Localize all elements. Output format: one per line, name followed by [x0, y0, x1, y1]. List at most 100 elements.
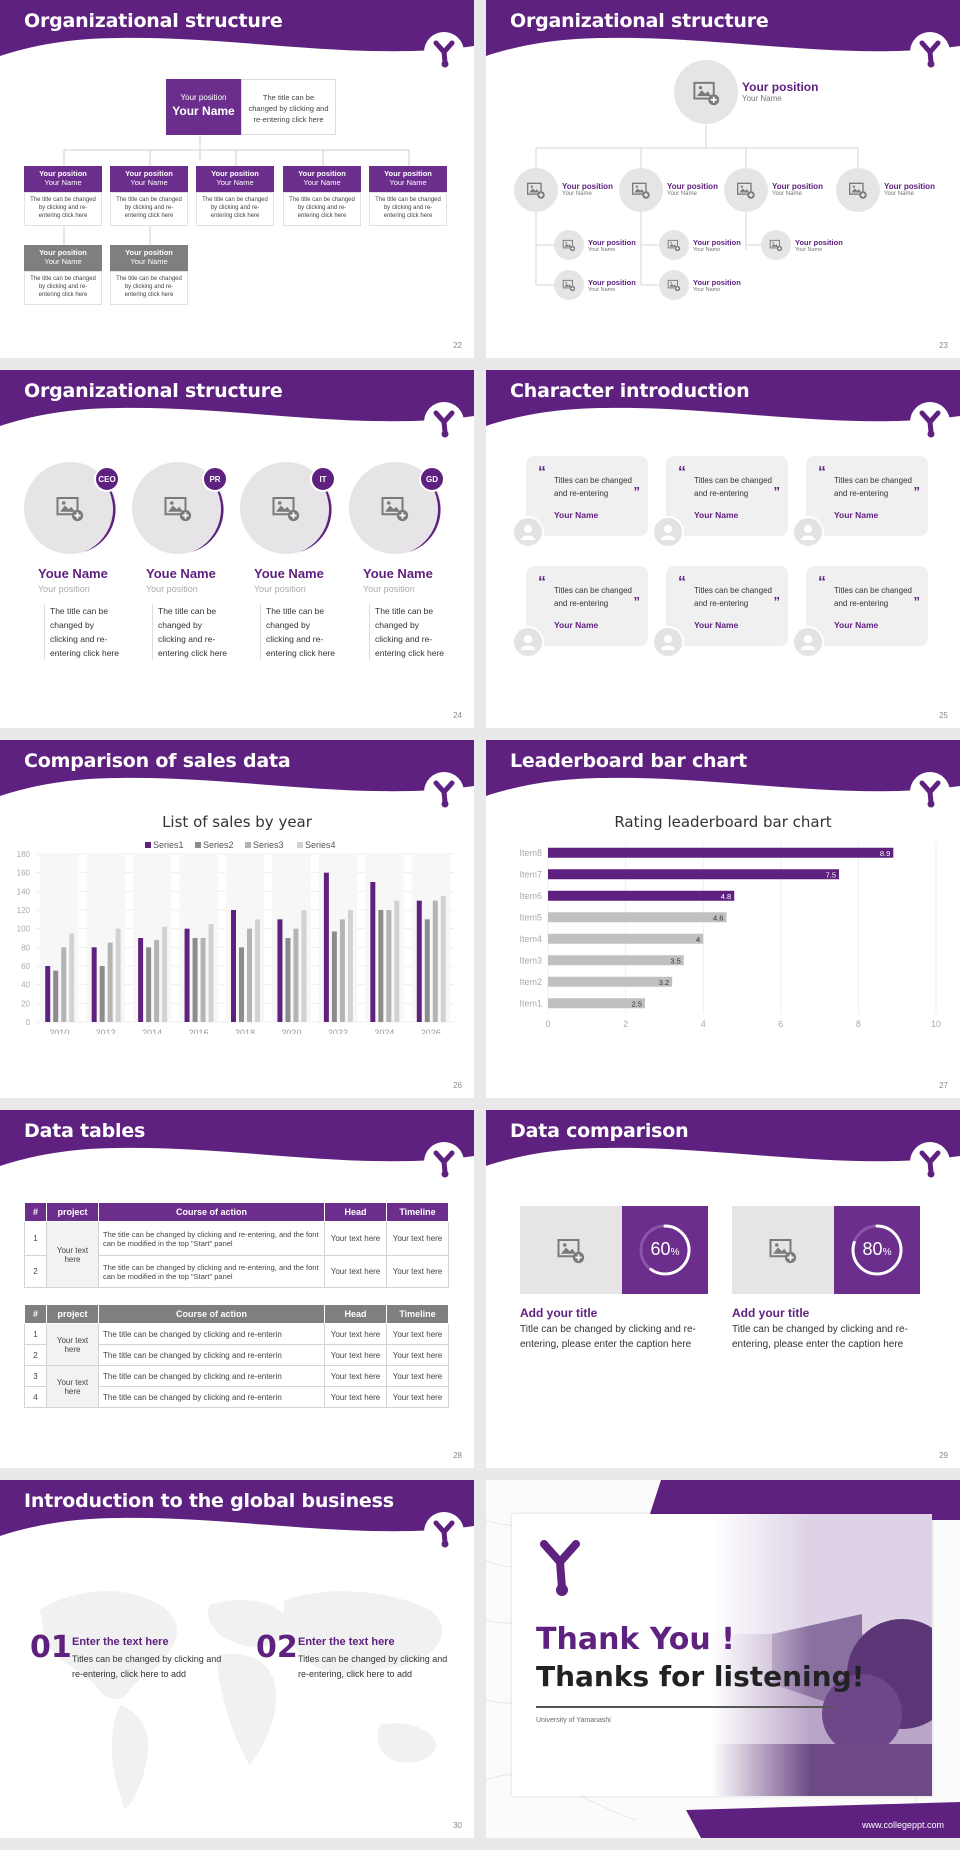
image-placeholder-icon — [56, 497, 84, 522]
avatar-placeholder[interactable] — [674, 60, 738, 124]
quote-card[interactable]: “ Titles can be changed and re-entering” Y… — [526, 566, 648, 646]
cell: 2 — [24, 1255, 47, 1288]
org-box[interactable]: Your position Your Name — [24, 166, 102, 192]
slide-23[interactable]: Organizational structure Your position Yo… — [486, 0, 960, 358]
quote-close-icon: ” — [633, 594, 641, 609]
photo-placeholder[interactable] — [54, 492, 86, 524]
image-placeholder-icon — [272, 497, 300, 522]
bar — [45, 966, 51, 1022]
slide-24[interactable]: Organizational structure CEO Youe Name You… — [0, 370, 474, 728]
cell: The title can be changed by clicking and… — [98, 1221, 325, 1256]
slide-30[interactable]: Introduction to the global business 01 En… — [0, 1480, 474, 1838]
slide-title: Data tables — [24, 1120, 146, 1142]
avatar-placeholder[interactable] — [554, 230, 584, 260]
website-url[interactable]: www.collegeppt.com — [861, 1820, 944, 1830]
avatar-placeholder[interactable] — [659, 270, 689, 300]
photo-placeholder[interactable] — [270, 492, 302, 524]
quote-card[interactable]: “ Titles can be changed and re-entering” Y… — [806, 456, 928, 536]
quote-author: Your Name — [834, 510, 879, 520]
position-label: Your position — [125, 169, 173, 178]
org-top-note: The title can be changed by clicking and… — [241, 79, 336, 135]
bar — [192, 938, 198, 1022]
percent-panel: 60% — [622, 1206, 708, 1294]
org-box[interactable]: Your position Your Name — [24, 245, 102, 271]
org-box[interactable]: Your position Your Name — [369, 166, 447, 192]
image-placeholder-icon — [164, 497, 192, 522]
name-label: Your Name — [884, 191, 914, 197]
avatar-placeholder[interactable] — [836, 168, 880, 212]
bar — [107, 942, 113, 1022]
slide-29[interactable]: Data comparison 60% Add your title Title c… — [486, 1110, 960, 1468]
cell: The title can be changed by clicking and… — [98, 1365, 325, 1387]
bar — [548, 955, 684, 966]
avatar-placeholder[interactable] — [514, 168, 558, 212]
x-tick-label: 0 — [545, 1019, 550, 1029]
image-placeholder-icon — [381, 497, 409, 522]
avatar-placeholder[interactable] — [554, 270, 584, 300]
legend-swatch — [195, 842, 201, 848]
x-tick-label: 2010 — [49, 1028, 69, 1034]
position-label: Your position — [562, 182, 613, 191]
slide-25[interactable]: Character introduction “ Titles can be ch… — [486, 370, 960, 728]
y-tick-label: 0 — [26, 1018, 31, 1027]
org-box[interactable]: Your position Your Name — [283, 166, 361, 192]
quote-open-icon: “ — [538, 574, 546, 591]
org-box[interactable]: Your position Your Name — [110, 245, 188, 271]
person-description: The title can be changed by clicking and… — [44, 604, 124, 660]
page-number: 22 — [453, 341, 462, 350]
table-row: 4 The title can be changed by clicking a… — [24, 1386, 449, 1408]
cell: Your text here — [324, 1255, 387, 1288]
image-placeholder-icon — [562, 279, 576, 292]
slide-28[interactable]: Data tables # project Course of action H… — [0, 1110, 474, 1468]
person-description: The title can be changed by clicking and… — [369, 604, 449, 660]
university-logo-icon — [540, 1540, 580, 1596]
slide-22[interactable]: Organizational structure Your position Y… — [0, 0, 474, 358]
col-header: Head — [324, 1304, 387, 1324]
percent-unit: % — [670, 1247, 680, 1258]
y-category-label: Item7 — [519, 869, 542, 879]
org-box[interactable]: Your position Your Name — [196, 166, 274, 192]
role-badge: PR — [202, 466, 228, 492]
slide-31[interactable]: Thank You ! Thanks for listening! Univer… — [486, 1480, 960, 1838]
bar — [370, 882, 376, 1022]
bar — [69, 933, 75, 1022]
node-label: Your position Your Name — [667, 182, 718, 197]
avatar-placeholder[interactable] — [761, 230, 791, 260]
role-badge: CEO — [94, 466, 120, 492]
image-placeholder[interactable] — [520, 1206, 622, 1294]
position-label: Your position — [693, 277, 741, 287]
image-placeholder-icon — [692, 81, 719, 105]
name-label: Your Name — [772, 191, 802, 197]
quote-author: Your Name — [694, 510, 739, 520]
cell: Your text here — [386, 1323, 449, 1345]
y-category-label: Item8 — [519, 848, 542, 858]
data-label: 8.9 — [880, 849, 890, 858]
photo-placeholder[interactable] — [162, 492, 194, 524]
avatar — [512, 626, 544, 658]
cell: 2 — [24, 1344, 47, 1366]
image-placeholder[interactable] — [732, 1206, 834, 1294]
cell: The title can be changed by clicking and… — [98, 1344, 325, 1366]
org-box[interactable]: Your position Your Name — [110, 166, 188, 192]
y-tick-label: 60 — [21, 962, 30, 971]
col-header: Course of action — [98, 1202, 325, 1222]
bar — [386, 910, 392, 1022]
avatar-placeholder[interactable] — [619, 168, 663, 212]
quote-open-icon: “ — [818, 464, 826, 481]
slide-27[interactable]: Leaderboard bar chart Rating leaderboard… — [486, 740, 960, 1098]
position-label: Your position — [742, 80, 819, 94]
slide-26[interactable]: Comparison of sales data List of sales b… — [0, 740, 474, 1098]
quote-card[interactable]: “ Titles can be changed and re-entering” Y… — [806, 566, 928, 646]
y-tick-label: 20 — [21, 999, 30, 1008]
position-label: Your position — [772, 182, 823, 191]
bar — [154, 939, 160, 1022]
quote-card[interactable]: “ Titles can be changed and re-entering” Y… — [666, 566, 788, 646]
photo-placeholder[interactable] — [379, 492, 411, 524]
org-top-box[interactable]: Your position Your Name — [166, 79, 241, 135]
avatar-placeholder[interactable] — [724, 168, 768, 212]
quote-card[interactable]: “ Titles can be changed and re-entering” Y… — [526, 456, 648, 536]
logo-icon — [910, 402, 950, 442]
name-label: Your Name — [693, 286, 721, 293]
avatar-placeholder[interactable] — [659, 230, 689, 260]
quote-card[interactable]: “ Titles can be changed and re-entering” Y… — [666, 456, 788, 536]
